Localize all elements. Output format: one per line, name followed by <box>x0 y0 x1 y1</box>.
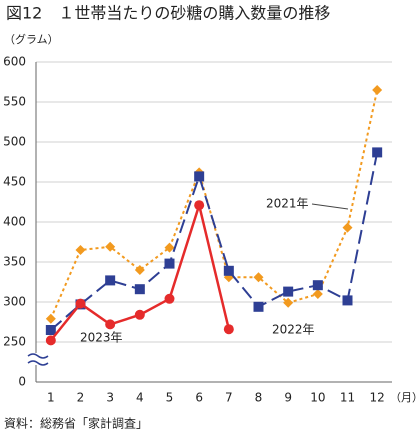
x-tick-label: 10 <box>310 391 325 405</box>
chart-title: 図12 １世帯当たりの砂糖の購入数量の推移 <box>6 4 330 23</box>
marker <box>342 295 353 306</box>
marker <box>372 85 383 95</box>
marker <box>75 298 86 309</box>
marker <box>105 319 116 330</box>
marker <box>312 280 323 291</box>
marker <box>164 258 175 269</box>
x-tick-label: 5 <box>166 391 174 405</box>
marker <box>105 241 116 252</box>
marker <box>75 245 86 255</box>
y-tick-label: 250 <box>3 335 26 349</box>
marker <box>194 200 205 211</box>
marker <box>283 286 294 297</box>
axis-break <box>27 360 49 366</box>
x-tick-label: 11 <box>340 391 355 405</box>
x-tick-label: 4 <box>136 391 144 405</box>
x-tick-label: 6 <box>195 391 203 405</box>
axis-break-mask <box>28 353 46 365</box>
source: 資料：総務省「家計調査」 <box>4 416 148 431</box>
marker <box>164 242 175 253</box>
x-tick-label: 1 <box>47 391 55 405</box>
x-tick-label: 2 <box>77 391 85 405</box>
marker <box>45 335 56 346</box>
marker <box>134 284 145 295</box>
y-tick-label: 0 <box>18 375 26 389</box>
marker <box>164 293 175 304</box>
marker <box>223 265 234 276</box>
annotation: 2023年 <box>80 331 123 345</box>
y-tick-label: 600 <box>3 55 26 69</box>
series-line <box>50 152 379 331</box>
marker <box>253 272 264 283</box>
marker <box>372 147 383 158</box>
annotation: 2021年 <box>266 197 309 211</box>
x-tick-label: 12 <box>370 391 385 405</box>
marker <box>45 325 56 335</box>
marker <box>342 222 353 233</box>
y-axis-label: （グラム） <box>4 32 59 46</box>
marker <box>105 275 116 286</box>
marker <box>134 265 145 275</box>
x-tick-label: 9 <box>284 391 292 405</box>
axis-break <box>27 353 49 359</box>
y-tick-label: 400 <box>3 215 26 229</box>
y-tick-label: 300 <box>3 295 26 309</box>
marker <box>223 324 234 335</box>
y-tick-label: 550 <box>3 95 26 109</box>
y-tick-label: 450 <box>3 175 26 189</box>
marker <box>253 301 264 312</box>
x-tick-label: 8 <box>255 391 263 405</box>
series-line <box>49 89 379 320</box>
y-tick-label: 350 <box>3 255 26 269</box>
marker <box>312 289 323 299</box>
marker <box>283 297 294 308</box>
annotation-leader <box>311 203 349 210</box>
x-tick-label: 3 <box>106 391 114 405</box>
annotation: 2022年 <box>272 323 315 337</box>
marker <box>45 313 56 324</box>
marker <box>194 171 205 182</box>
x-axis-label: （月） <box>390 391 420 404</box>
x-tick-label: 7 <box>225 391 233 405</box>
marker <box>134 309 145 320</box>
y-tick-label: 500 <box>3 135 26 149</box>
